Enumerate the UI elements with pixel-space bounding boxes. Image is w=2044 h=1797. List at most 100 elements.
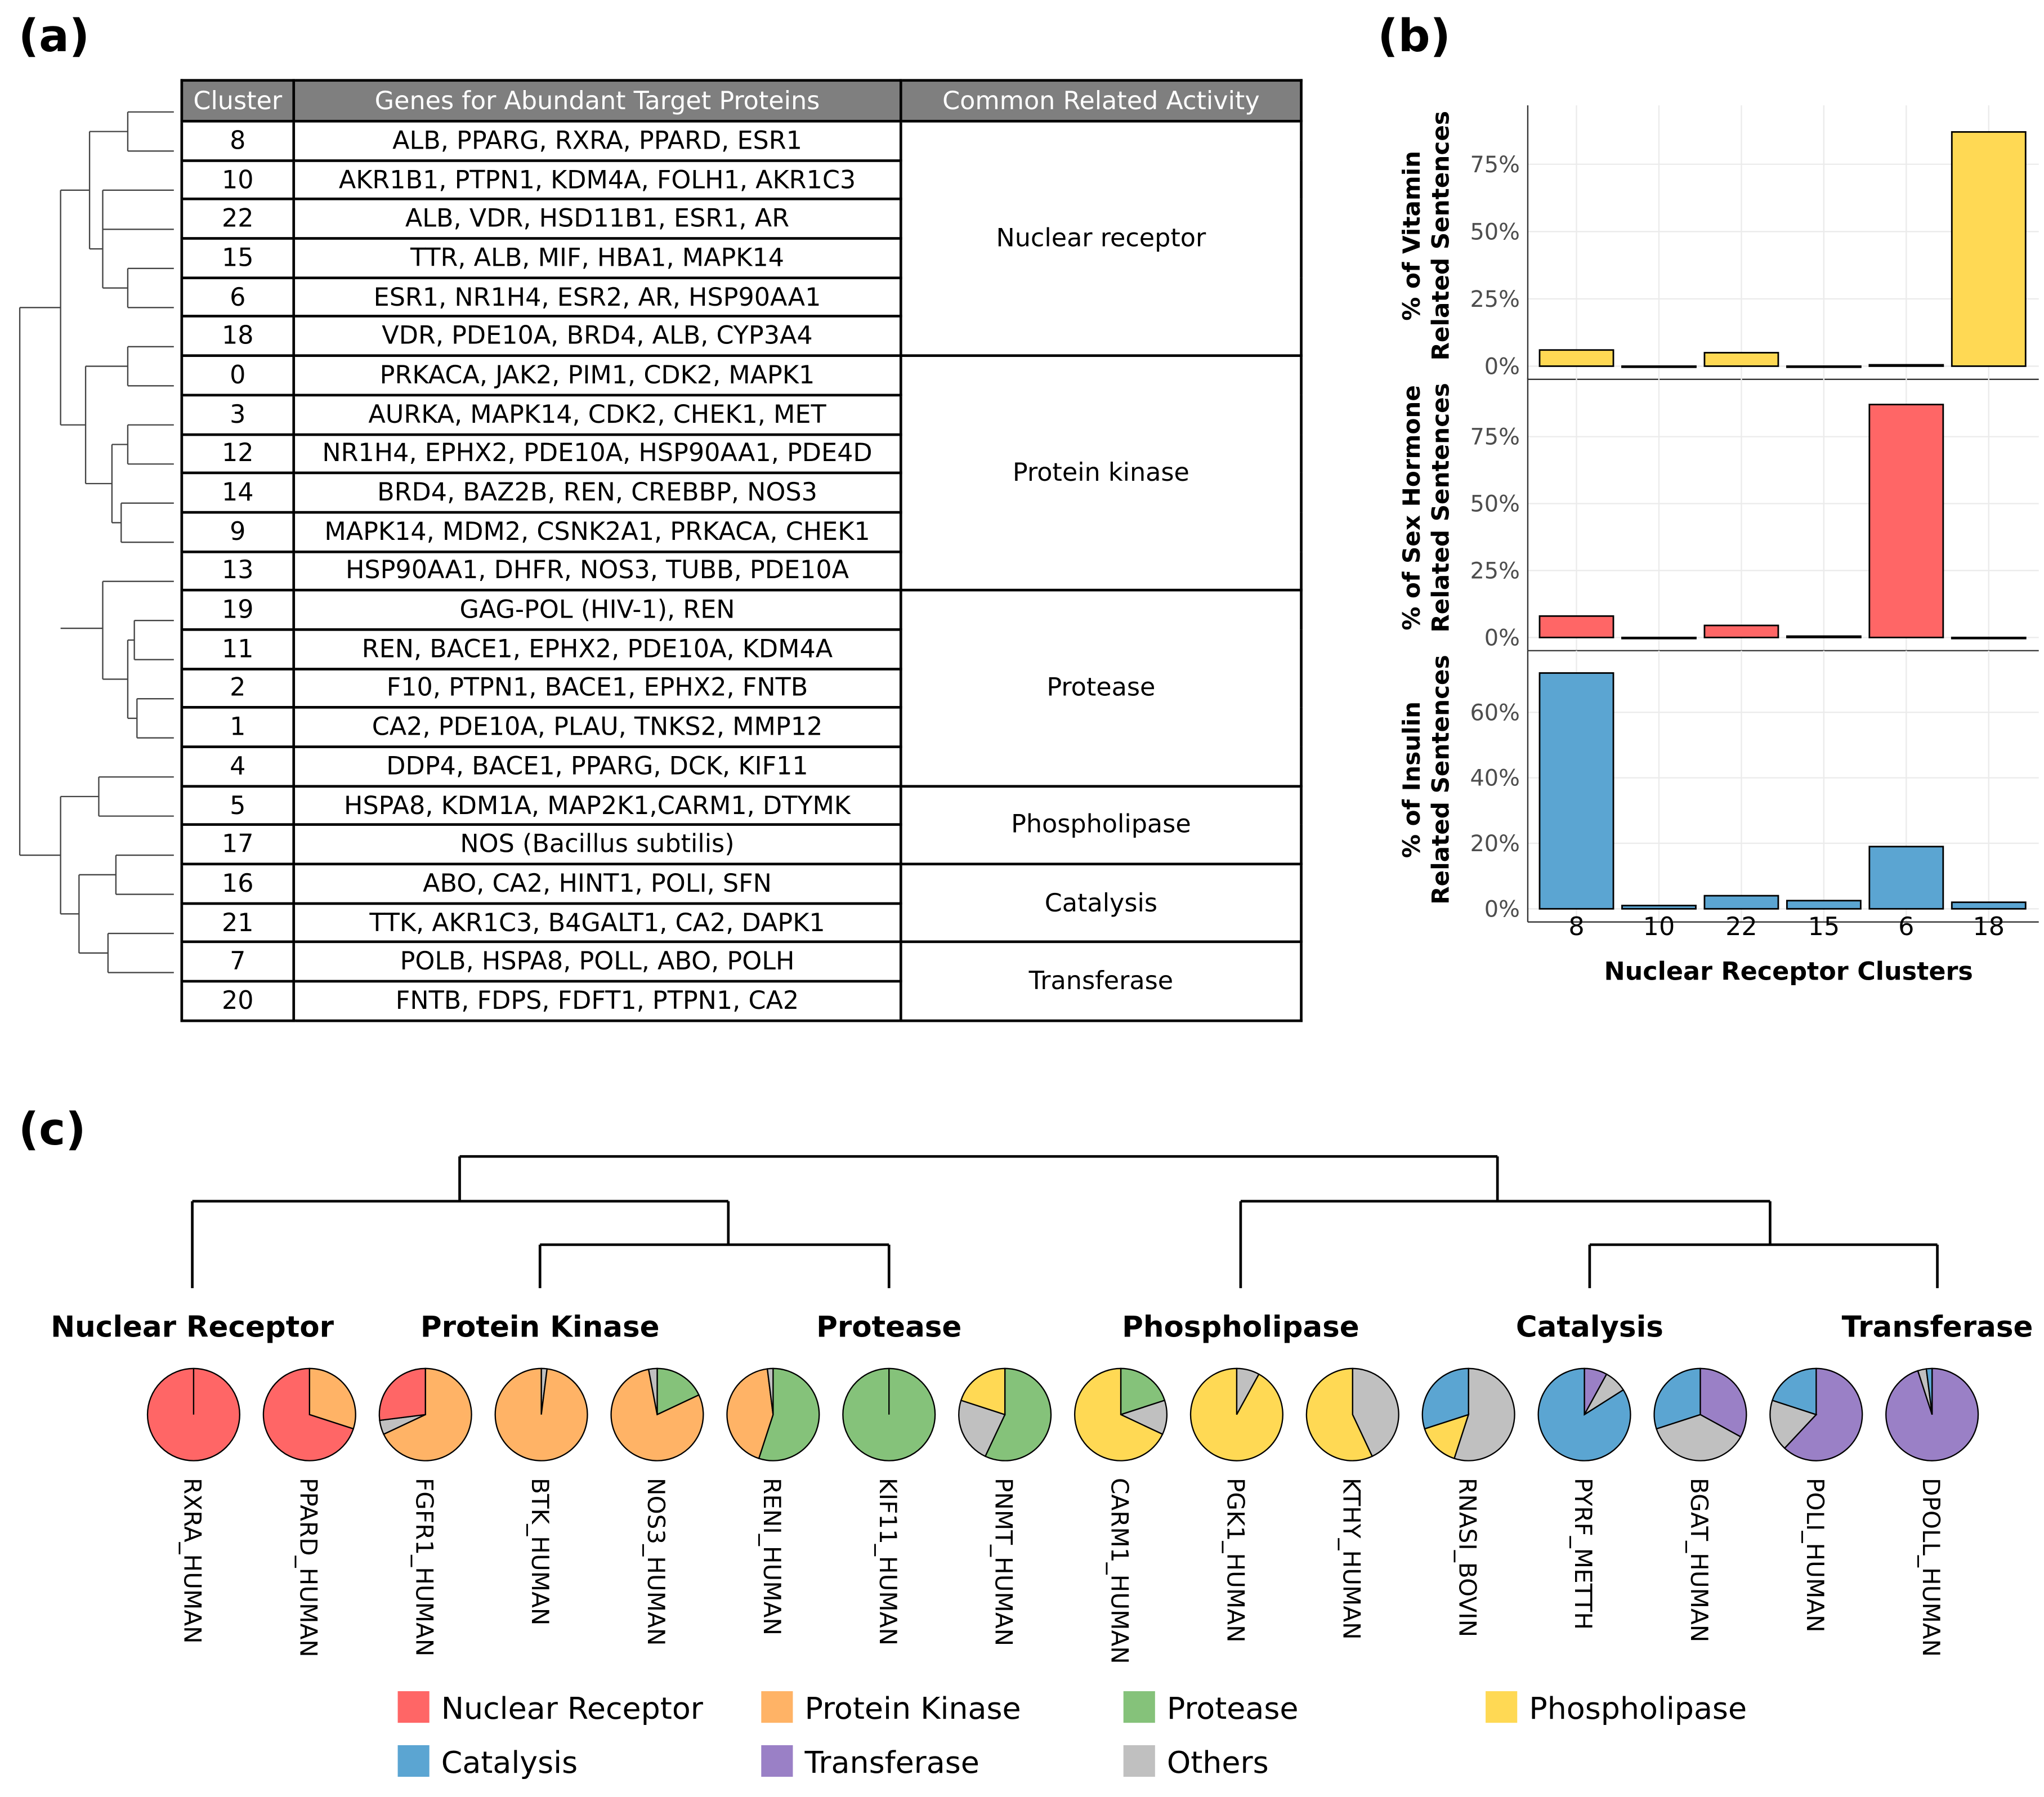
bar <box>1538 349 1614 367</box>
x-tick-label: 10 <box>1643 913 1675 941</box>
genes-cell: AURKA, MAPK14, CDK2, CHEK1, MET <box>292 394 902 436</box>
cluster-cell: 11 <box>180 628 296 670</box>
pie-label: PGK1_HUMAN <box>1222 1478 1250 1643</box>
cluster-cell: 9 <box>180 511 296 553</box>
header-cluster: Cluster <box>180 79 296 123</box>
pie <box>494 1367 588 1461</box>
genes-cell: GAG-POL (HIV-1), REN <box>292 589 902 631</box>
y-axis-label-line: % of Vitamin <box>1398 151 1425 321</box>
bar <box>1951 636 2027 640</box>
pie-label: BTK_HUMAN <box>526 1478 554 1625</box>
cluster-cell: 5 <box>180 784 296 826</box>
legend-label: Phospholipase <box>1529 1691 1747 1726</box>
pie <box>726 1367 820 1461</box>
pie-slice <box>1421 1367 1469 1430</box>
legend-label: Protease <box>1167 1691 1299 1726</box>
table-row: 19 GAG-POL (HIV-1), REN Protease <box>180 589 1303 788</box>
x-tick-label: 22 <box>1725 913 1757 941</box>
pie-slice <box>647 1367 658 1415</box>
bar <box>1951 901 2027 910</box>
pie <box>1537 1367 1631 1461</box>
table-row: 4 DDP4, BACE1, PPARG, DCK, KIF11 <box>180 745 1301 788</box>
y-axis-label-line: Related Sentences <box>1427 655 1455 904</box>
pie-slice <box>1771 1367 1817 1416</box>
pie-slice <box>1119 1399 1168 1436</box>
genes-cell: TTR, ALB, MIF, HBA1, MAPK14 <box>292 237 902 279</box>
legend-swatch <box>1123 1691 1155 1723</box>
x-tick-label: 18 <box>1973 913 2005 941</box>
pie <box>1653 1367 1747 1461</box>
activity-cell: Transferase <box>899 941 1303 1022</box>
table-row: 3 AURKA, MAPK14, CDK2, CHEK1, MET <box>180 394 1301 436</box>
pie <box>1189 1367 1283 1461</box>
table-row: 5 HSPA8, KDM1A, MAP2K1,CARM1, DTYMK Phosph… <box>180 784 1303 866</box>
genes-cell: NOS (Bacillus subtilis) <box>292 824 902 866</box>
bar <box>1621 365 1697 368</box>
cluster-table: Cluster Genes for Abundant Target Protei… <box>180 79 1303 1022</box>
y-tick-label: 60% <box>1470 700 1520 726</box>
cluster-cell: 2 <box>180 667 296 709</box>
y-tick-label: 0% <box>1484 354 1520 379</box>
pie <box>610 1367 704 1461</box>
activity-cell: Protein kinase <box>899 354 1303 592</box>
pie-label: RENI_HUMAN <box>758 1478 786 1635</box>
table-row: 1 CA2, PDE10A, PLAU, TNKS2, MMP12 <box>180 706 1301 748</box>
activity-cell: Catalysis <box>899 862 1303 944</box>
pie-chart-panel: Nuclear Receptor Protein Kinase Protease Ph… <box>51 1155 2033 1780</box>
legend-label: Nuclear Receptor <box>441 1691 704 1726</box>
pie-label: FGFR1_HUMAN <box>410 1478 438 1656</box>
pie-slice <box>1453 1367 1515 1461</box>
cluster-cell: 12 <box>180 432 296 475</box>
pie <box>1421 1367 1515 1461</box>
pie <box>842 1367 936 1461</box>
pie <box>262 1367 356 1461</box>
pie <box>958 1367 1052 1461</box>
header-genes: Genes for Abundant Target Proteins <box>292 79 902 123</box>
pie-label: RXRA_HUMAN <box>179 1478 207 1644</box>
genes-cell: ALB, PPARG, RXRA, PPARD, ESR1 <box>292 119 902 162</box>
cluster-cell: 15 <box>180 237 296 279</box>
cluster-cell: 4 <box>180 745 296 788</box>
table-row: 9 MAPK14, MDM2, CSNK2A1, PRKACA, CHEK1 <box>180 511 1301 553</box>
pie-label: BGAT_HUMAN <box>1685 1478 1713 1642</box>
genes-cell: F10, PTPN1, BACE1, EPHX2, FNTB <box>292 667 902 709</box>
legend-label: Others <box>1167 1745 1269 1780</box>
pie-label: POLI_HUMAN <box>1801 1478 1829 1633</box>
cluster-cell: 10 <box>180 159 296 201</box>
x-tick-label: 8 <box>1568 913 1584 941</box>
table-row: 15 TTR, ALB, MIF, HBA1, MAPK14 <box>180 237 1301 279</box>
pie-label: DPOLL_HUMAN <box>1917 1478 1945 1657</box>
table-row: 16 ABO, CA2, HINT1, POLI, SFN Catalysis <box>180 862 1303 944</box>
y-tick-label: 25% <box>1470 287 1520 312</box>
genes-cell: ESR1, NR1H4, ESR2, AR, HSP90AA1 <box>292 276 902 318</box>
table-row: 18 VDR, PDE10A, BRD4, ALB, CYP3A4 <box>180 315 1301 357</box>
legend-label: Catalysis <box>441 1745 578 1780</box>
pie <box>1074 1367 1168 1461</box>
cluster-cell: 17 <box>180 824 296 866</box>
legend-swatch <box>397 1745 430 1777</box>
table-row: 17 NOS (Bacillus subtilis) <box>180 824 1301 866</box>
bar <box>1621 636 1697 640</box>
bar <box>1621 905 1697 910</box>
y-axis-label-line: Related Sentences <box>1427 111 1455 360</box>
bar <box>1538 672 1614 910</box>
y-tick-label: 25% <box>1470 558 1520 584</box>
panel-label-b: (b) <box>1377 10 1451 64</box>
group-label: Transferase <box>1842 1311 2033 1344</box>
pie <box>1305 1367 1399 1461</box>
y-tick-label: 50% <box>1470 491 1520 517</box>
y-tick-label: 40% <box>1470 766 1520 792</box>
genes-cell: HSPA8, KDM1A, MAP2K1,CARM1, DTYMK <box>292 784 902 826</box>
table-row: 20 FNTB, FDPS, FDFT1, PTPN1, CA2 <box>180 980 1301 1022</box>
cluster-cell: 0 <box>180 354 296 396</box>
pie-slice <box>984 1367 1052 1461</box>
bar <box>1703 624 1779 638</box>
pie-label: KTHY_HUMAN <box>1338 1478 1365 1640</box>
pie <box>146 1367 240 1461</box>
bar <box>1703 352 1779 367</box>
cluster-dendrogram <box>19 111 174 973</box>
x-tick-label: 6 <box>1898 913 1914 941</box>
table-row: 10 AKR1B1, PTPN1, KDM4A, FOLH1, AKR1C3 <box>180 159 1301 201</box>
x-axis-label: Nuclear Receptor Clusters <box>1604 958 1973 986</box>
